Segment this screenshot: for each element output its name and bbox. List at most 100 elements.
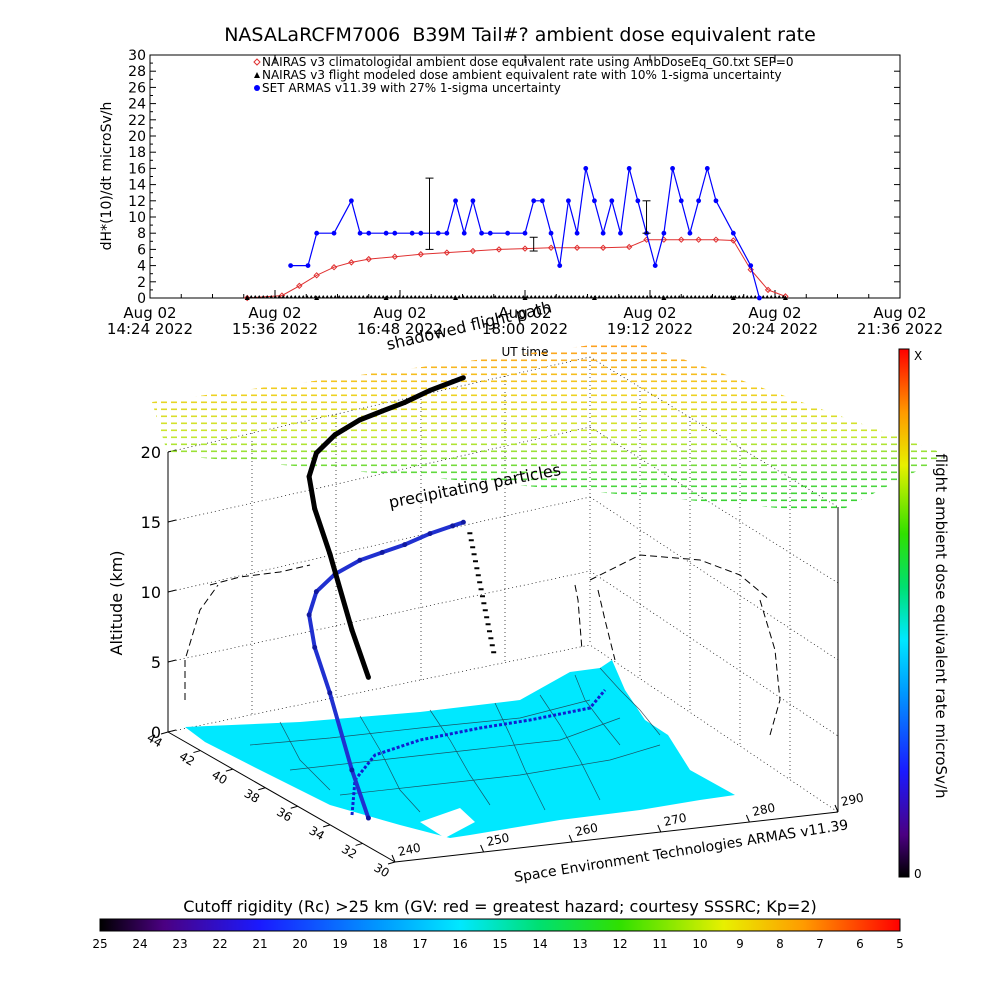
modeled-point — [693, 295, 698, 298]
descent-point — [472, 560, 478, 563]
modeled-point — [477, 295, 482, 298]
modeled-point — [425, 295, 430, 298]
modeled-point — [357, 295, 362, 298]
y-tick-label: 28 — [128, 64, 146, 80]
rigidity-tick-label: 20 — [292, 937, 307, 951]
modeled-point — [473, 295, 478, 298]
modeled-point — [733, 295, 738, 298]
modeled-point — [349, 295, 354, 298]
chart-title: NASALaRCFM7006 B39M Tail#? ambient dose … — [224, 24, 816, 46]
modeled-point — [697, 295, 702, 298]
box-edges — [167, 452, 839, 863]
z-tick-label: 20 — [141, 443, 161, 462]
shadow-point — [402, 399, 408, 405]
modeled-point — [753, 295, 758, 298]
shadow-outline — [184, 554, 781, 736]
descent-point — [486, 630, 492, 633]
modeled-point — [709, 295, 714, 298]
x-tick-date: Aug 02 — [873, 304, 926, 322]
modeled-point — [401, 295, 406, 298]
lon-tick — [745, 814, 750, 823]
modeled-point — [782, 295, 788, 300]
descent-point — [482, 609, 488, 612]
modeled-point — [537, 295, 542, 298]
climatology-point — [244, 294, 251, 302]
y-tick-label: 20 — [128, 129, 146, 145]
modeled-point — [765, 295, 770, 298]
lon-tick-label: 240 — [397, 840, 422, 858]
climatology-point — [417, 251, 425, 258]
modeled-point — [313, 295, 318, 298]
series-line-0 — [247, 239, 786, 299]
climatology-point — [730, 237, 737, 244]
lat-tick-label: 34 — [307, 823, 327, 843]
y-tick-label: 12 — [128, 194, 146, 210]
rigidity-tick-label: 22 — [212, 937, 227, 951]
descent-point — [470, 546, 476, 549]
lat-tick-label: 36 — [274, 805, 294, 825]
lat-tick — [160, 731, 169, 735]
modeled-point — [585, 295, 590, 298]
modeled-point — [645, 295, 650, 298]
y-tick-label: 6 — [137, 242, 146, 258]
colorbar-top-tick: X — [914, 349, 922, 363]
flight-3d-plot: 0 5 10 15 20 Altitude (km) — [107, 297, 948, 886]
rigidity-tick-label: 18 — [372, 937, 387, 951]
modeled-point — [729, 295, 734, 298]
modeled-point — [345, 295, 350, 298]
modeled-point — [309, 295, 314, 298]
modeled-point — [730, 295, 736, 300]
modeled-point — [541, 295, 546, 298]
modeled-point — [305, 295, 310, 298]
shadow-point — [427, 387, 433, 393]
modeled-point — [461, 295, 466, 298]
flight-point — [327, 690, 333, 696]
rigidity-tick-label: 24 — [132, 937, 147, 951]
lat-tick — [290, 805, 298, 809]
modeled-point — [661, 295, 666, 298]
rigidity-tick-label: 19 — [332, 937, 347, 951]
shadow-point — [460, 375, 466, 381]
modeled-point — [617, 295, 622, 298]
rigidity-colorbar-gradient — [99, 918, 901, 932]
modeled-point — [481, 295, 486, 298]
modeled-point — [641, 295, 646, 298]
modeled-point — [513, 295, 518, 298]
climatology-point — [521, 245, 529, 252]
modeled-point — [773, 295, 778, 298]
climatology-point — [599, 244, 607, 251]
y-tick-label: 24 — [128, 97, 146, 113]
modeled-point — [653, 295, 658, 298]
z-tick-label: 15 — [141, 513, 161, 532]
rigidity-tick-label: 11 — [652, 937, 667, 951]
modeled-point — [625, 295, 630, 298]
rigidity-tick-label: 17 — [412, 937, 427, 951]
modeled-point — [445, 295, 450, 298]
altitude-axis-label: Altitude (km) — [107, 551, 126, 656]
colorbar-label: flight ambient dose equivalent rate micr… — [932, 454, 950, 799]
modeled-point — [561, 295, 566, 298]
z-tick-label: 0 — [151, 723, 161, 742]
modeled-point — [721, 295, 726, 298]
y-tick-label: 0 — [137, 291, 146, 307]
flight-point — [357, 557, 363, 563]
modeled-point — [769, 295, 774, 298]
descent-point — [474, 567, 480, 570]
modeled-point — [277, 295, 282, 298]
lat-tick — [323, 824, 331, 828]
climatology-point — [625, 243, 633, 251]
modeled-point — [505, 295, 510, 298]
flight-point — [460, 519, 466, 525]
lat-tick-label: 42 — [177, 749, 197, 769]
modeled-point — [393, 295, 398, 298]
descent-point — [467, 532, 473, 535]
lat-tick — [225, 768, 233, 772]
modeled-point — [353, 295, 358, 298]
lat-tick-label: 32 — [339, 842, 359, 862]
rigidity-tick-label: 23 — [172, 937, 187, 951]
x-tick-date: Aug 02 — [373, 304, 426, 322]
modeled-point — [437, 295, 442, 298]
